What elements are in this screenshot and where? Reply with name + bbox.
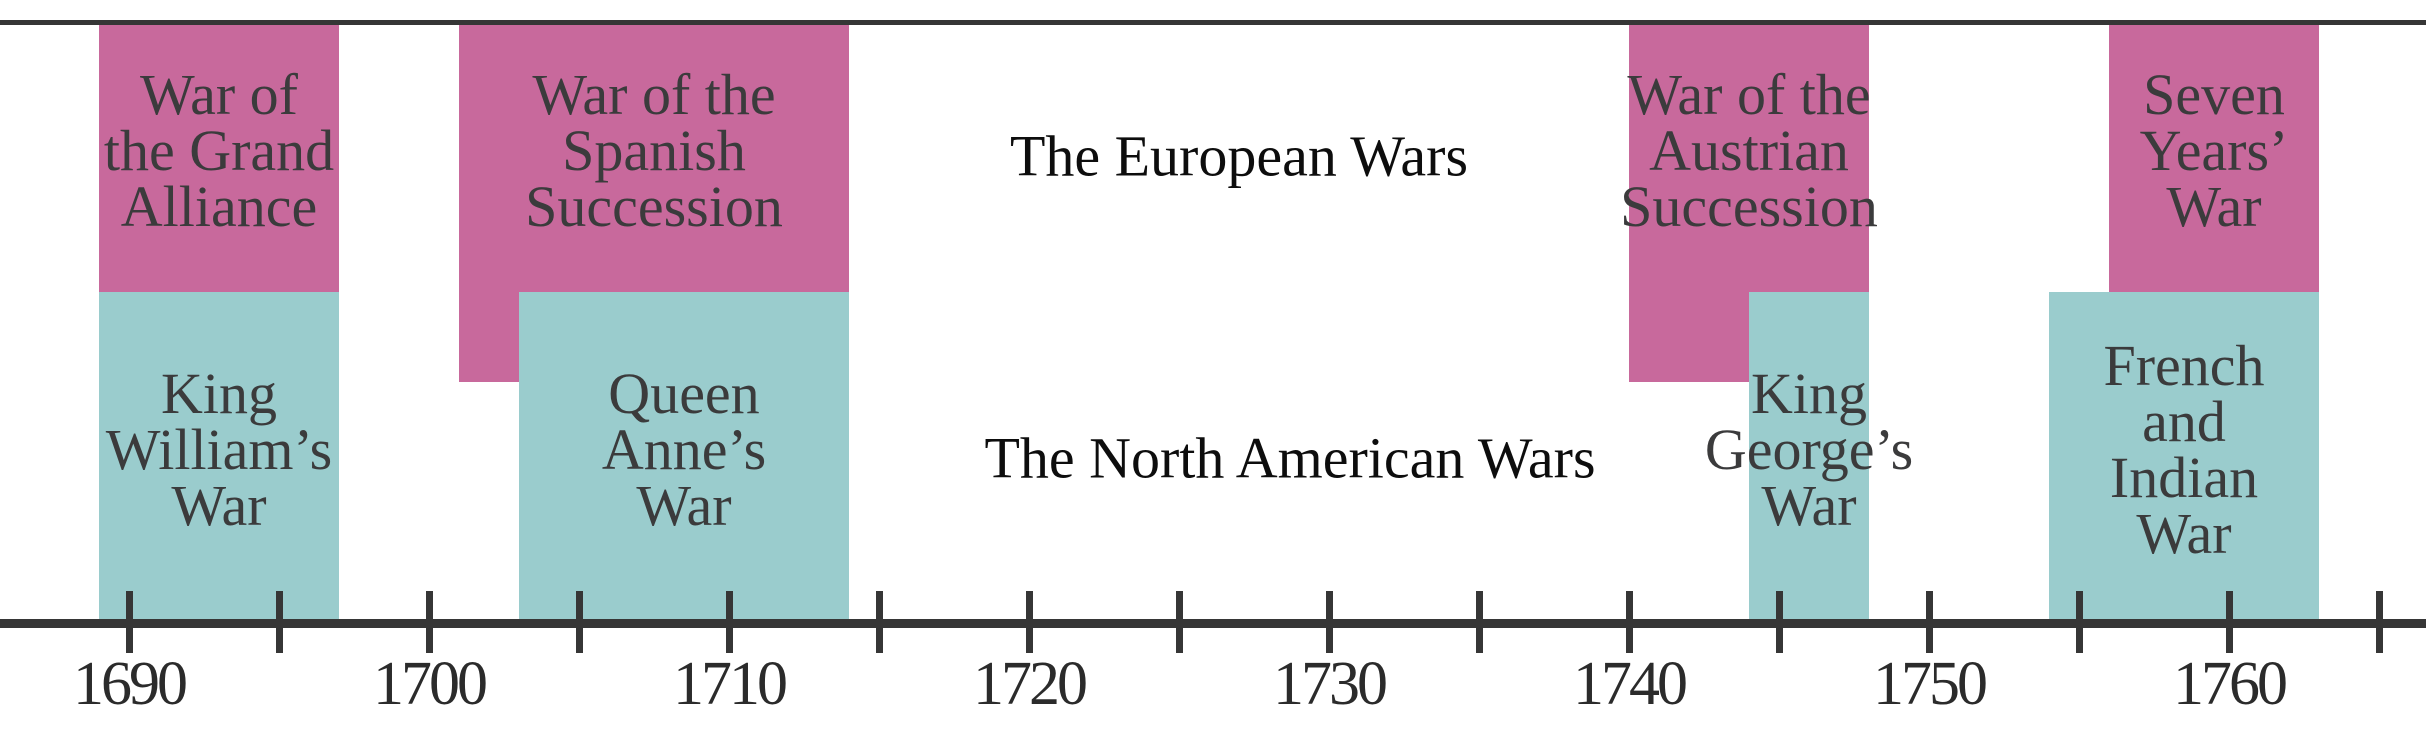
war-bar-label-french-and-indian-war: French and Indian War [2103, 333, 2265, 566]
war-bar-label-line: War of the [532, 62, 776, 127]
axis-year-label-1750: 1750 [1873, 650, 1988, 718]
axis-tick-1750 [1926, 591, 1933, 653]
axis-tick-1710 [726, 591, 733, 653]
war-bar-label-line: King [1750, 361, 1867, 426]
axis-tick-1725 [1176, 591, 1183, 653]
north-american-wars-row-title: The North American Wars [984, 425, 1596, 491]
top-border-line [0, 20, 2426, 25]
war-bar-label-line: Alliance [120, 174, 318, 239]
axis-tick-1690 [126, 591, 133, 653]
war-bar-label-line: Succession [525, 174, 783, 239]
war-bar-label-war-of-the-spanish-succession: War of the Spanish Succession [525, 62, 783, 239]
war-bar-label-line: War of the [1627, 62, 1871, 127]
axis-year-label-1760: 1760 [2173, 650, 2288, 718]
axis-tick-1700 [426, 591, 433, 653]
war-bar-label-seven-years-war: Seven Years’ War [2139, 62, 2289, 239]
axis-tick-1735 [1476, 591, 1483, 653]
axis-year-label-1690: 1690 [73, 650, 188, 718]
war-bar-label-line: Queen [608, 361, 760, 426]
war-bar-label-line: War [2166, 174, 2262, 239]
axis-tick-1740 [1626, 591, 1633, 653]
war-bar-label-line: Anne’s [601, 417, 767, 482]
war-bar-label-line: War [1761, 473, 1857, 538]
axis-tick-1720 [1026, 591, 1033, 653]
war-bar-label-line: War [2136, 501, 2232, 566]
war-bar-label-king-william-s-war: King William’s War [105, 361, 333, 538]
axis-tick-1745 [1776, 591, 1783, 653]
war-bar-label-line: War [636, 473, 732, 538]
war-bar-label-line: Succession [1620, 174, 1878, 239]
axis-year-label-1740: 1740 [1573, 650, 1688, 718]
axis-year-label-1710: 1710 [673, 650, 788, 718]
timeline-axis-line [0, 619, 2426, 628]
war-bar-label-war-of-the-grand-alliance: War of the Grand Alliance [103, 62, 335, 239]
war-bar-label-line: War [171, 473, 267, 538]
war-bar-queen-anne-s-war: Queen Anne’s War [519, 292, 849, 619]
war-bar-label-line: King [160, 361, 277, 426]
axis-tick-1730 [1326, 591, 1333, 653]
war-bar-label-line: French [2103, 333, 2265, 398]
axis-tick-1705 [576, 591, 583, 653]
war-bar-label-line: War of [140, 62, 298, 127]
axis-year-label-1700: 1700 [373, 650, 488, 718]
war-bar-label-line: William’s [105, 417, 333, 482]
axis-tick-1755 [2076, 591, 2083, 653]
war-bar-label-line: George’s [1704, 417, 1914, 482]
european-wars-row-title: The European Wars [1009, 123, 1469, 189]
war-bar-king-william-s-war: King William’s War [99, 292, 339, 619]
war-bar-label-war-of-the-austrian-succession: War of the Austrian Succession [1620, 62, 1878, 239]
war-bar-label-line: Austrian [1649, 118, 1849, 183]
war-bar-king-george-s-war: King George’s War [1705, 292, 1913, 619]
axis-tick-1765 [2376, 591, 2383, 653]
axis-tick-1715 [876, 591, 883, 653]
war-bar-label-line: Spanish [562, 118, 746, 183]
axis-tick-1760 [2226, 591, 2233, 653]
war-bar-label-line: and [2142, 389, 2226, 454]
war-bar-label-line: the Grand [103, 118, 335, 183]
war-bar-label-line: Indian [2109, 445, 2259, 510]
war-bar-label-queen-anne-s-war: Queen Anne’s War [601, 361, 767, 538]
war-bar-label-line: Seven [2143, 62, 2285, 127]
war-bar-french-and-indian-war: French and Indian War [2049, 292, 2319, 619]
axis-year-label-1720: 1720 [973, 650, 1088, 718]
war-bar-label-king-george-s-war: King George’s War [1704, 361, 1914, 538]
axis-year-label-1730: 1730 [1273, 650, 1388, 718]
axis-tick-1695 [276, 591, 283, 653]
war-bar-label-line: Years’ [2139, 118, 2289, 183]
